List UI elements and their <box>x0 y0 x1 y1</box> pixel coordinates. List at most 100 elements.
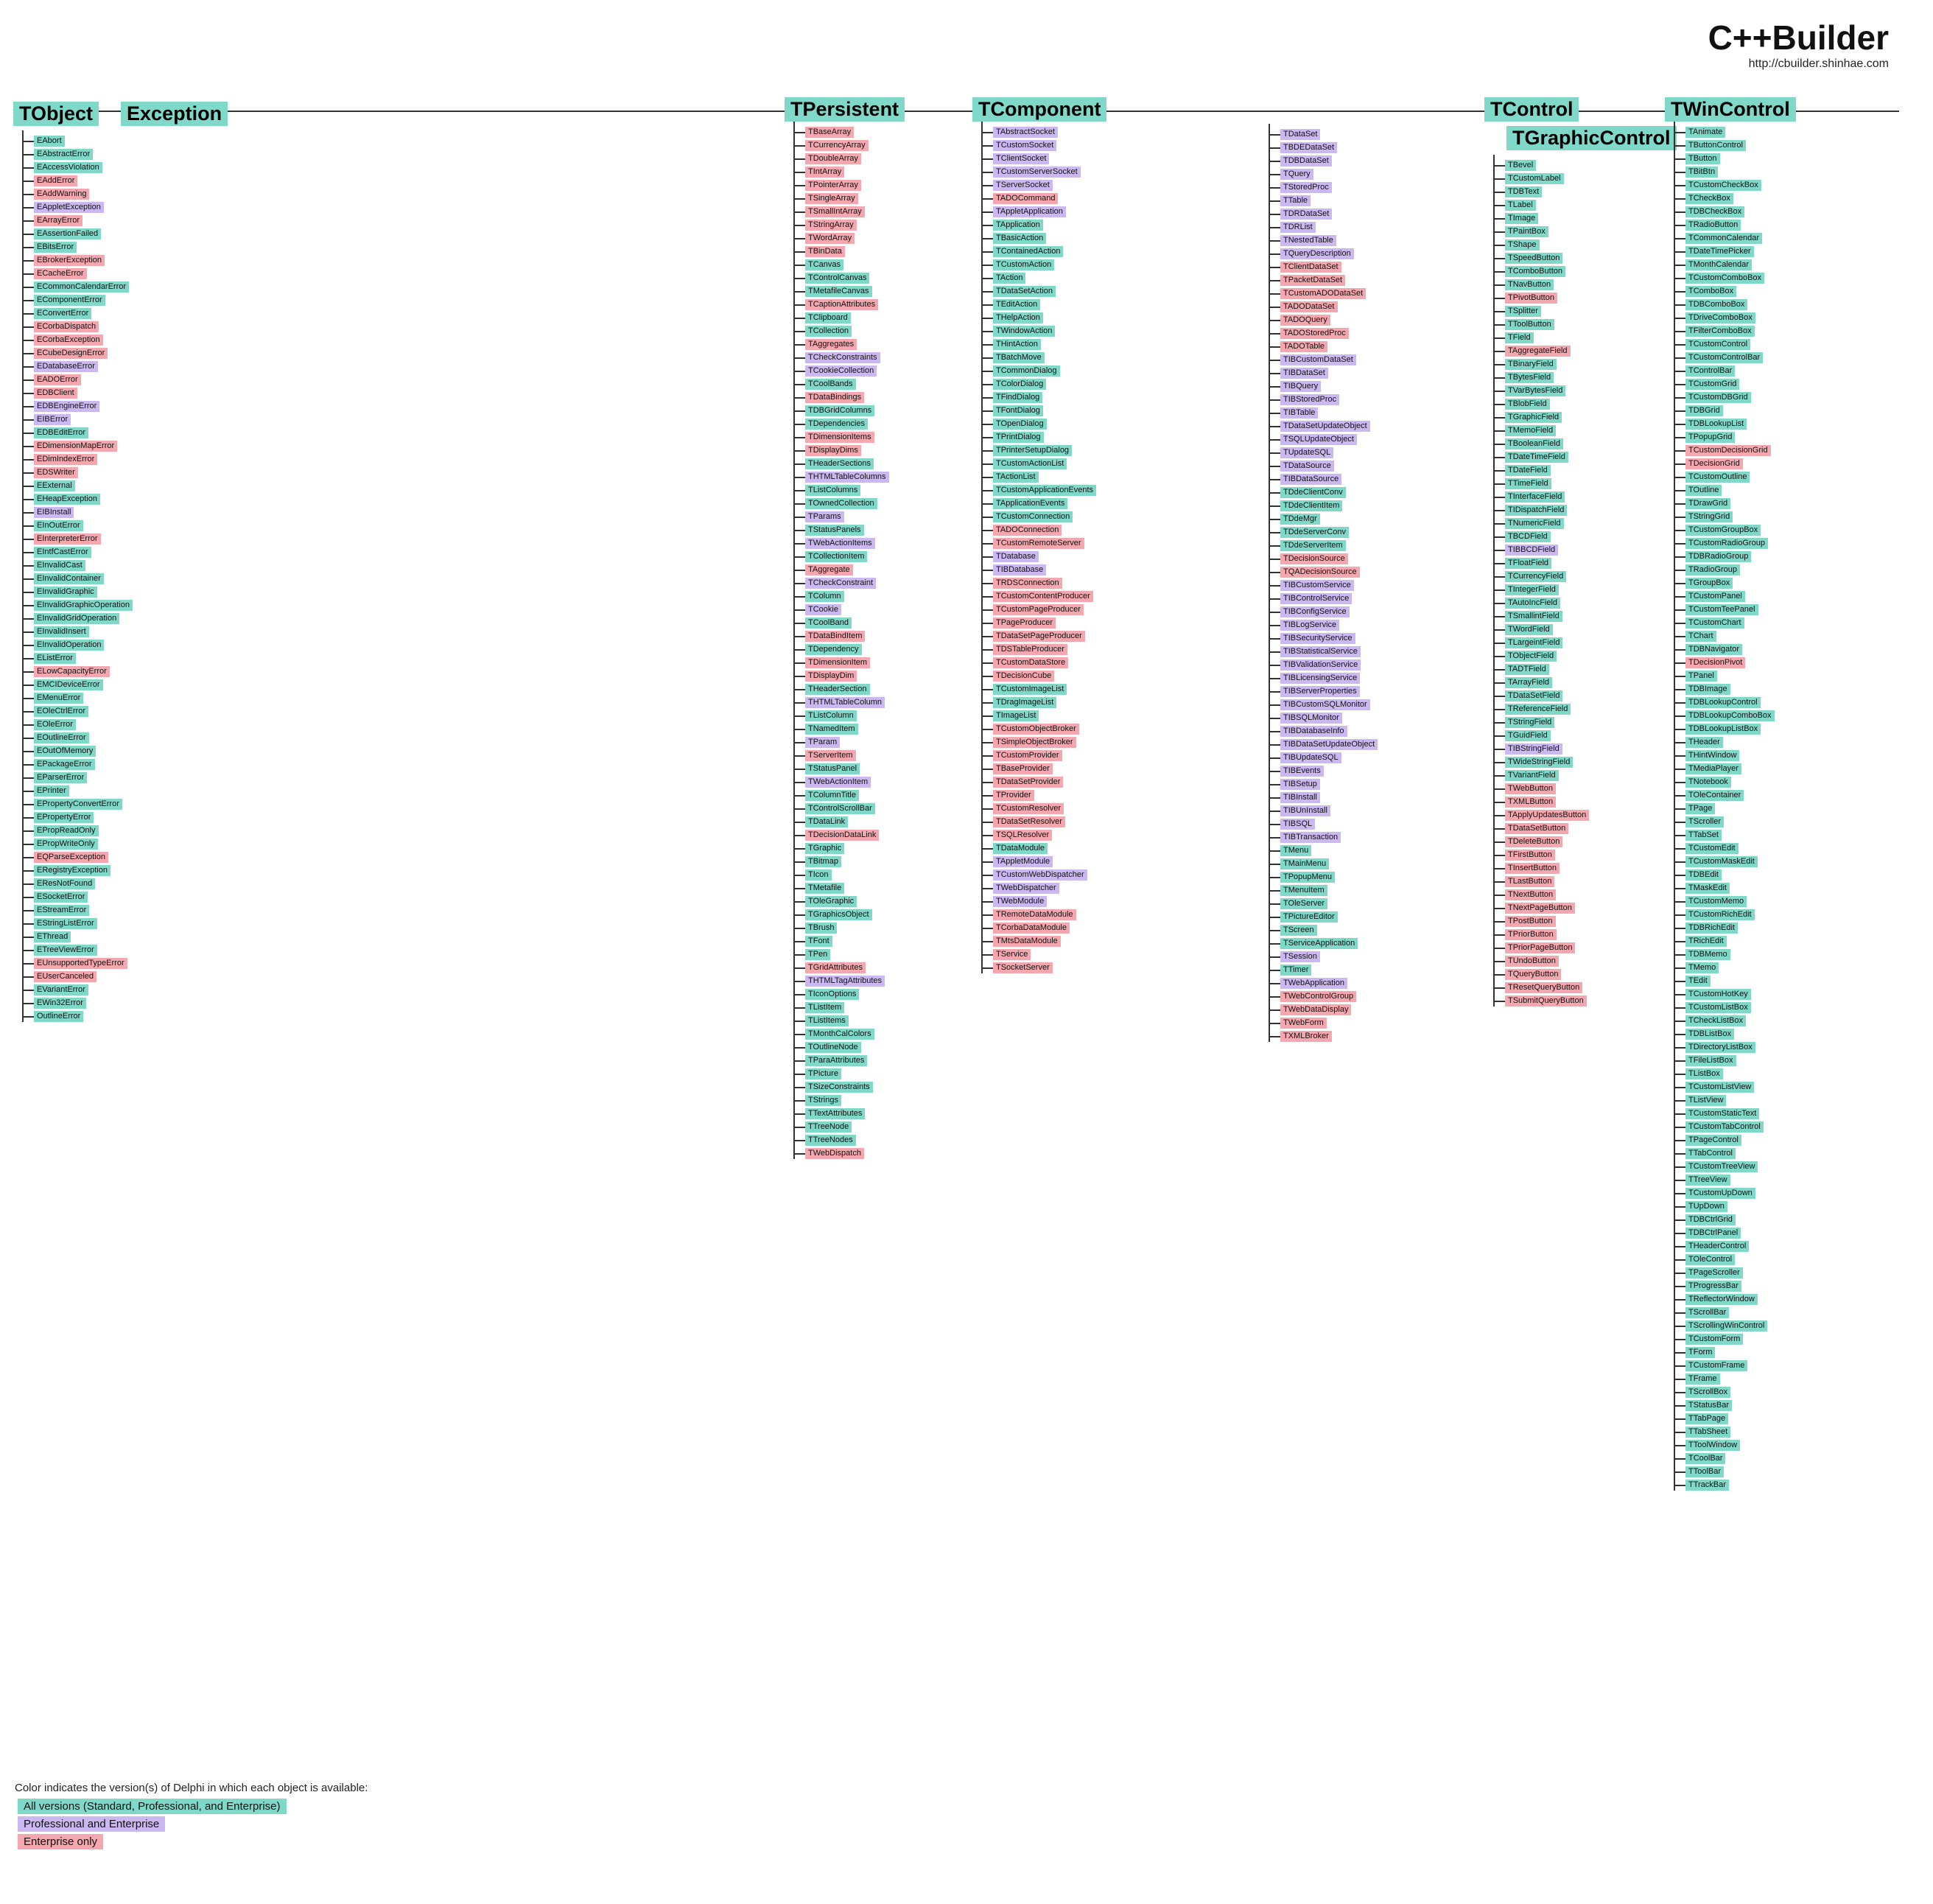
class-node: TDdeServerConv <box>1270 527 1349 538</box>
class-node: TWebModule <box>982 896 1048 907</box>
class-node: EOleError <box>24 719 76 730</box>
class-node: TDBNavigator <box>1674 644 1743 655</box>
class-node: TClientSocket <box>982 153 1050 164</box>
class-node: TListView <box>1674 1095 1727 1106</box>
legend-caption: Color indicates the version(s) of Delphi… <box>15 1782 368 1794</box>
class-node: TSmallintField <box>1495 611 1562 622</box>
class-node: TIBSQL <box>1269 819 1316 830</box>
class-node: TPriorPageButton <box>1494 942 1576 953</box>
class-node: EAppletException <box>24 202 104 213</box>
class-node: TDataSetAction <box>982 286 1056 297</box>
class-node: TDimensionItems <box>795 432 874 443</box>
class-node: TMonthCalColors <box>795 1029 874 1040</box>
class-node: TCurrencyField <box>1494 571 1567 582</box>
class-node: TCustomHotKey <box>1675 989 1751 1000</box>
class-node: TTabPage <box>1674 1413 1729 1424</box>
class-node: TCheckConstraint <box>794 578 877 589</box>
class-node: TCheckConstraints <box>795 352 880 363</box>
class-node: TCustomResolver <box>982 803 1064 814</box>
class-node: TLargeintField <box>1494 637 1563 648</box>
class-node: TSizeConstraints <box>795 1082 873 1093</box>
class-node: TToolButton <box>1495 319 1554 330</box>
class-node: EBrokerException <box>23 255 105 266</box>
class-node: TWebDispatcher <box>983 883 1059 894</box>
class-node: TCustomGrid <box>1674 379 1740 390</box>
class-node: ECorbaDispatch <box>23 321 99 332</box>
class-node: TCustomActionList <box>982 458 1067 469</box>
class-node: TPrinterSetupDialog <box>982 445 1073 456</box>
class-node: TDisplayDims <box>795 445 861 456</box>
class-node: TBytesField <box>1494 372 1554 383</box>
class-node: TSQLResolver <box>982 830 1053 841</box>
class-node: TCanvas <box>794 259 844 270</box>
class-node: TRichEdit <box>1675 936 1727 947</box>
class-node: TComboBox <box>1674 286 1737 297</box>
class-node: ERegistryException <box>24 865 110 876</box>
class-node: TRemoteDataModule <box>983 909 1076 920</box>
class-node: TIBDatabaseInfo <box>1270 726 1347 737</box>
class-node: TDataSet <box>1269 129 1321 140</box>
class-node: TCustomRemoteServer <box>983 538 1084 549</box>
class-node: TDBGridColumns <box>794 405 875 416</box>
class-node: TStatusPanel <box>794 763 860 774</box>
class-node: THeader <box>1675 737 1723 748</box>
class-node: TBlobField <box>1495 399 1550 410</box>
class-node: TBatchMove <box>983 352 1045 363</box>
class-node: TFileListBox <box>1675 1055 1736 1066</box>
root-column-4: TControl TGraphicControl TBevel TCustomLabe… <box>1484 97 1677 1009</box>
class-node: TPageControl <box>1675 1135 1741 1146</box>
class-node: EIBInstall <box>23 507 74 518</box>
legend-item: Professional and Enterprise <box>18 1816 166 1832</box>
class-node: TDRDataSet <box>1269 209 1333 220</box>
class-node: TListColumns <box>794 485 861 496</box>
class-node: TIBDatabase <box>982 564 1047 575</box>
class-node: TWebForm <box>1270 1018 1327 1029</box>
class-node: EOutOfMemory <box>23 746 97 757</box>
class-node: TDateField <box>1495 465 1551 476</box>
class-node: TDSTableProducer <box>983 644 1067 655</box>
class-node: TDataModule <box>982 843 1048 854</box>
class-node: TCustomForm <box>1674 1334 1744 1345</box>
class-node: EStringListError <box>24 918 97 929</box>
class-node: TIBBCDField <box>1494 545 1559 556</box>
class-node: EAbort <box>24 136 65 147</box>
class-node: TCustomImageList <box>982 684 1067 695</box>
class-node: TCustomStaticText <box>1674 1108 1760 1119</box>
class-node: TControlBar <box>1674 365 1736 377</box>
class-node: TCustomListView <box>1674 1082 1755 1093</box>
class-node: TCustomTreeView <box>1674 1161 1758 1172</box>
class-node: TOleGraphic <box>794 896 857 907</box>
class-node: TDBLookupList <box>1674 419 1747 430</box>
class-node: TSplitter <box>1495 306 1541 317</box>
class-node: TDBRichEdit <box>1675 923 1738 934</box>
class-node: TCheckListBox <box>1675 1015 1746 1026</box>
class-node: TDataLink <box>794 816 849 827</box>
class-node: TOutline <box>1674 485 1722 496</box>
class-node: TQueryButton <box>1494 969 1562 980</box>
class-node: TMaskEdit <box>1675 883 1730 894</box>
class-node: TListItem <box>794 1002 845 1013</box>
class-node: TDataSource <box>1270 461 1334 472</box>
root-column-1: TPersistent TBaseArray TCurrencyArray TDoub… <box>785 97 969 1161</box>
class-node: TService <box>982 949 1031 960</box>
class-node: TIBDataSet <box>1270 368 1328 379</box>
class-node: TClientDataSet <box>1270 262 1341 273</box>
class-node: TMainMenu <box>1269 858 1330 869</box>
class-node: TOleServer <box>1269 898 1328 909</box>
class-node: TDecisionCube <box>982 671 1055 682</box>
class-node: TFont <box>795 936 832 947</box>
class-node: EPropertyConvertError <box>24 799 122 810</box>
class-node: TClipboard <box>795 312 851 323</box>
class-node: TParam <box>794 737 841 748</box>
class-node: TAnimate <box>1674 127 1726 138</box>
class-node: TScrollBox <box>1674 1387 1731 1398</box>
class-node: TIBDataSetUpdateObject <box>1269 739 1378 750</box>
class-node: TAction <box>982 273 1026 284</box>
class-node: TXMLBroker <box>1270 1031 1332 1042</box>
class-node: EInvalidCast <box>24 560 85 571</box>
class-node: TPictureEditor <box>1270 911 1338 923</box>
class-node: TComboButton <box>1495 266 1565 277</box>
class-node: EInvalidContainer <box>24 573 104 584</box>
class-node: EAbstractError <box>23 149 94 160</box>
class-node: TDdeClientItem <box>1269 500 1343 511</box>
